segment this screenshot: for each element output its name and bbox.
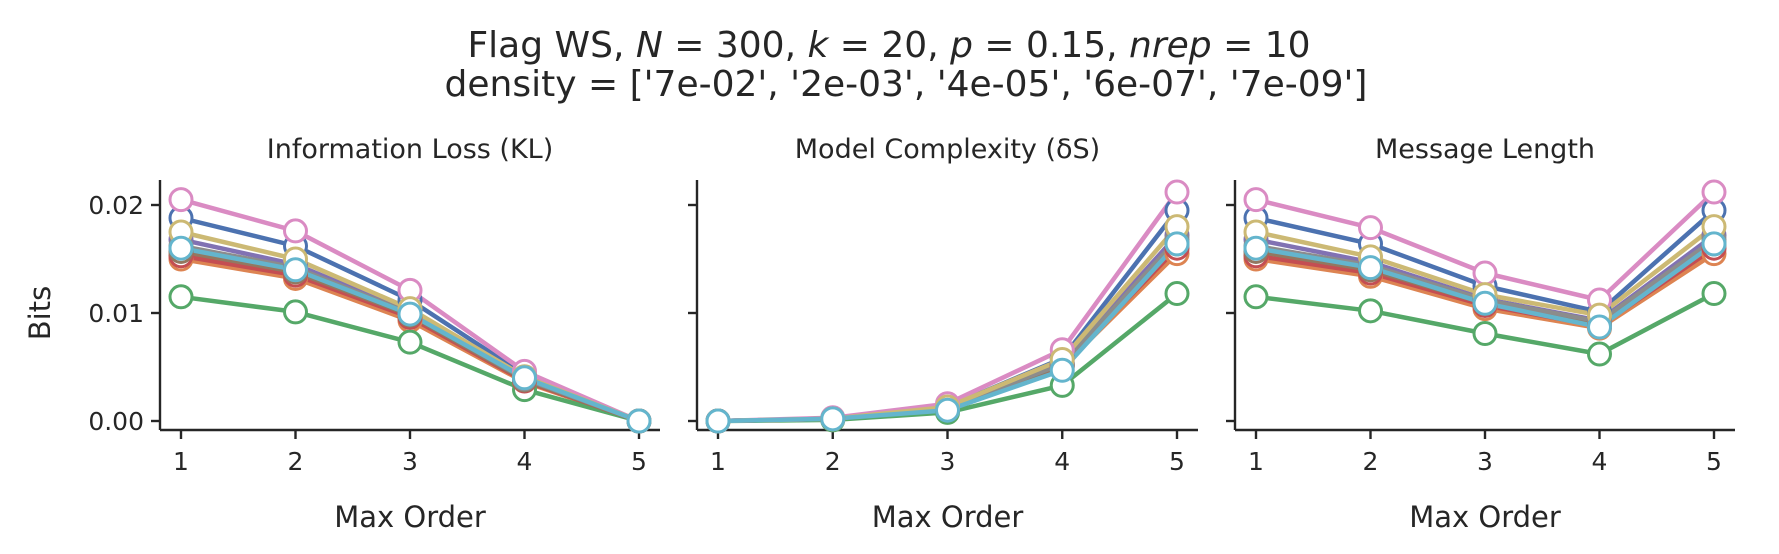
- data-point: [397, 329, 423, 355]
- data-point: [820, 406, 846, 432]
- data-point: [1164, 281, 1190, 307]
- data-point: [1587, 341, 1612, 367]
- x-tick-label: 5: [1169, 447, 1185, 476]
- x-tick-label: 3: [940, 447, 956, 476]
- data-point: [283, 218, 308, 244]
- data-point: [1472, 290, 1498, 316]
- data-point: [1701, 231, 1727, 257]
- data-point: [705, 408, 731, 434]
- x-tick-label: 3: [402, 447, 418, 476]
- data-point: [1472, 260, 1498, 286]
- x-tick-label: 1: [173, 447, 189, 476]
- x-tick-label: 1: [710, 447, 726, 476]
- panel-2: Model Complexity (δS) 1 2 3 4 5 Max Order: [688, 134, 1198, 534]
- panel-title: Model Complexity (δS): [795, 134, 1100, 165]
- data-point: [168, 187, 194, 213]
- data-point: [168, 284, 194, 310]
- data-point: [1358, 255, 1383, 281]
- data-point: [1164, 231, 1190, 257]
- x-axis-label: Max Order: [334, 500, 486, 534]
- data-point: [397, 301, 423, 327]
- x-tick-label: 2: [825, 447, 841, 476]
- data-point: [1164, 179, 1190, 205]
- data-point: [1243, 284, 1269, 310]
- data-point: [283, 299, 308, 325]
- x-tick-label: 1: [1248, 447, 1264, 476]
- data-point: [512, 365, 537, 391]
- data-point: [1358, 215, 1383, 241]
- x-tick-label: 2: [288, 447, 304, 476]
- x-tick-label: 5: [631, 447, 647, 476]
- data-point: [935, 397, 960, 423]
- x-axis-label: Max Order: [872, 500, 1024, 534]
- y-tick-label: 0.02: [88, 191, 144, 220]
- x-tick-label: 2: [1363, 447, 1379, 476]
- panel-title: Message Length: [1375, 134, 1595, 165]
- panels: Information Loss (KL) 1 2 3 4 5 0.00 0.01 0.02 Ma…: [23, 134, 1735, 534]
- data-point: [1243, 187, 1269, 213]
- data-point: [1701, 179, 1727, 205]
- y-axis-label: Bits: [23, 286, 57, 340]
- x-tick-label: 4: [517, 447, 533, 476]
- x-tick-label: 4: [1054, 447, 1070, 476]
- data-point: [1587, 314, 1612, 340]
- panel-title: Information Loss (KL): [267, 134, 554, 165]
- panel-3: Message Length 1 2 3 4 5 Max Order: [1226, 134, 1735, 534]
- y-tick-label: 0.00: [88, 407, 144, 436]
- data-point: [1701, 281, 1727, 307]
- figure-suptitle: Flag WS, N = 300, k = 20, p = 0.15, nrep…: [467, 25, 1310, 66]
- data-point: [1358, 298, 1383, 324]
- x-tick-label: 4: [1592, 447, 1608, 476]
- y-tick-label: 0.01: [88, 299, 144, 328]
- data-point: [168, 235, 194, 261]
- x-tick-label: 3: [1477, 447, 1493, 476]
- panel-1: Information Loss (KL) 1 2 3 4 5 0.00 0.01 0.02 Ma…: [23, 134, 660, 534]
- data-point: [1243, 235, 1269, 261]
- figure-subtitle: density = ['7e-02', '2e-03', '4e-05', '6…: [445, 64, 1368, 105]
- x-tick-label: 5: [1706, 447, 1722, 476]
- x-axis-label: Max Order: [1409, 500, 1561, 534]
- data-point: [626, 408, 652, 434]
- data-point: [283, 257, 308, 283]
- data-point: [1049, 357, 1075, 383]
- data-point: [1472, 321, 1498, 347]
